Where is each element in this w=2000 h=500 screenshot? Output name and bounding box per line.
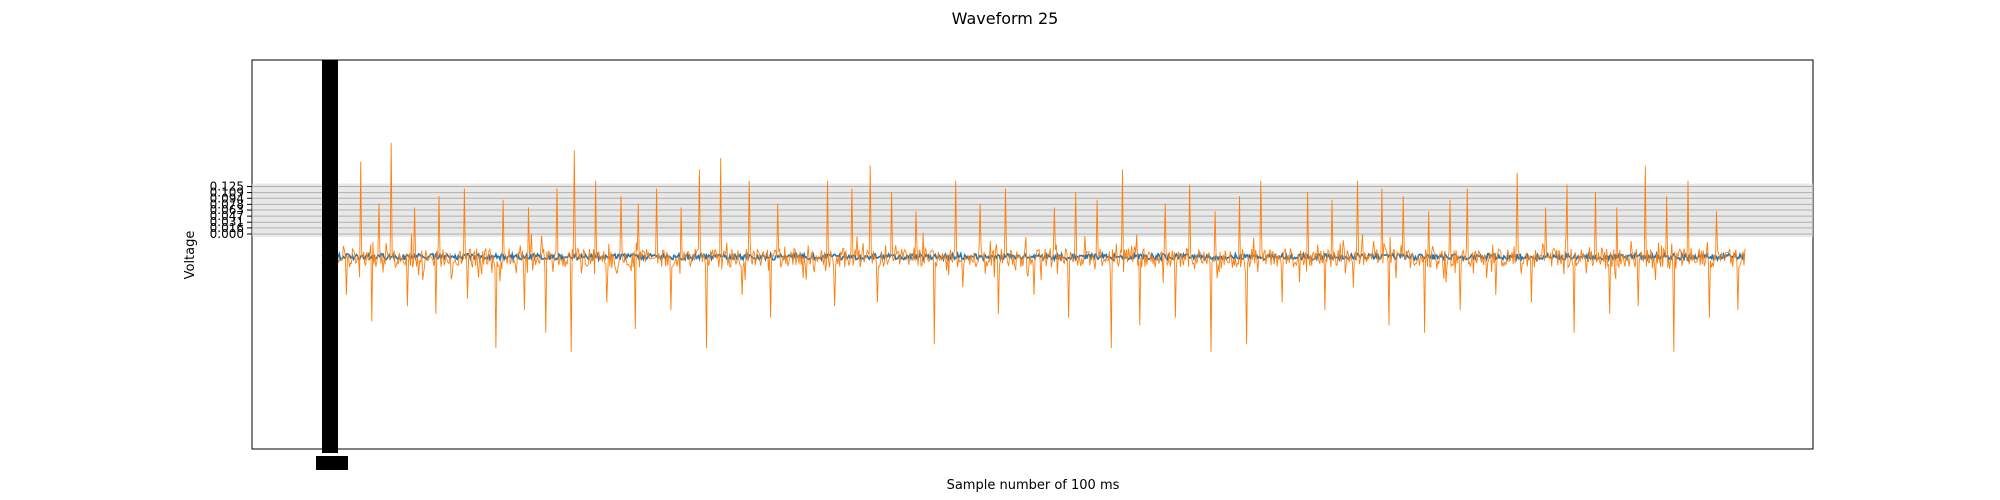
chart-title: Waveform 25: [952, 9, 1059, 28]
series-line-1: [321, 250, 1745, 263]
plot-area: [321, 142, 1746, 352]
y-tick-label: 0.031: [210, 215, 244, 229]
y-tick-label: 0.063: [210, 203, 244, 217]
y-tick-label: 0.016: [210, 221, 244, 235]
x-tick-label-cluster: [316, 456, 348, 470]
y-tick-label: 0.047: [210, 209, 244, 223]
x-tick-cluster: [322, 60, 338, 453]
x-axis-label: Sample number of 100 ms: [947, 478, 1120, 493]
y-ticks: 0.0000.0160.0310.0470.0630.0780.0940.109…: [210, 180, 1813, 241]
y-tick-label: 0.109: [210, 186, 244, 200]
y-tick-label: 0.094: [210, 191, 244, 205]
y-tick-label: 0.125: [210, 180, 244, 194]
series-line-2: [321, 142, 1746, 352]
plot-frame: [251, 59, 1814, 450]
y-tick-label: 0.078: [210, 197, 244, 211]
y-axis-label: Voltage: [183, 231, 198, 280]
y-tick-label: 0.000: [210, 227, 244, 241]
